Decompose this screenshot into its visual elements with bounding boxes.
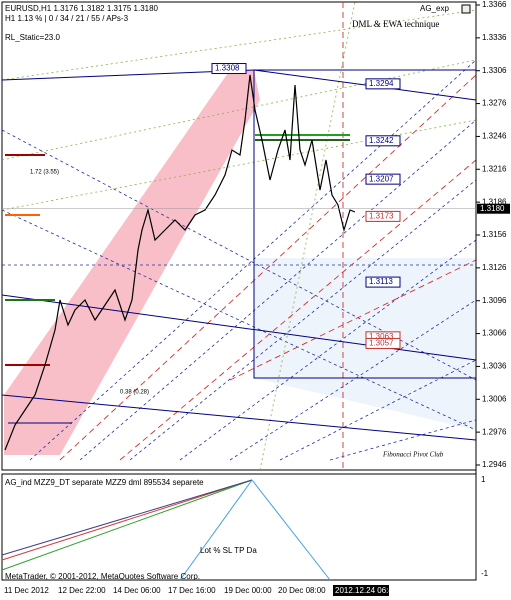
price-tick-label: 1.3276 bbox=[482, 99, 507, 108]
price-tick-label: 1.3306 bbox=[482, 66, 507, 75]
level-label: 1.3294 bbox=[369, 79, 394, 88]
price-tick-label: 1.2946 bbox=[482, 460, 507, 469]
sub-axis-top: 1 bbox=[481, 475, 486, 484]
level-label: 1.3173 bbox=[369, 211, 394, 220]
current-price-label: 1.3180 bbox=[480, 204, 505, 213]
club-label: Fibonacci Pivot Club bbox=[382, 451, 444, 459]
price-tick-label: 1.3036 bbox=[482, 362, 507, 371]
price-tick-label: 1.3186 bbox=[482, 197, 507, 206]
green-lines bbox=[1, 1, 477, 471]
price-tick-label: 1.3066 bbox=[482, 329, 507, 338]
sub-axis-bottom: -1 bbox=[481, 569, 489, 578]
time-tick-label: 2012.12.24 06:48 bbox=[335, 586, 398, 595]
level-box bbox=[365, 276, 401, 288]
level-label: 1.3057 bbox=[369, 339, 394, 348]
price-tick-label: 1.3246 bbox=[482, 132, 507, 141]
time-tick-label: 20 Dec 08:00 bbox=[278, 586, 326, 595]
level-label: 1.3063 bbox=[369, 332, 394, 341]
annotation: 1.72 (3.55) bbox=[30, 170, 59, 176]
channel bbox=[4, 70, 260, 455]
level-box bbox=[365, 173, 401, 185]
time-tick-label: 14 Dec 06:00 bbox=[113, 586, 161, 595]
info-line: H1 1.13 % | 0 / 34 / 21 / 55 / APs-3 bbox=[5, 14, 129, 23]
red-lines bbox=[59, 2, 477, 470]
annotation: 0.38 (0.28) bbox=[120, 390, 149, 396]
copyright: MetaTrader, © 2001-2012, MetaQuotes Soft… bbox=[5, 572, 200, 581]
zone bbox=[254, 258, 476, 430]
price-tick-label: 1.2976 bbox=[482, 427, 507, 436]
level-box bbox=[365, 210, 401, 222]
price-tick-label: 1.3156 bbox=[482, 230, 507, 239]
level-label: 1.3242 bbox=[369, 136, 394, 145]
panel-label: Lot % SL TP Da bbox=[200, 546, 257, 555]
static-label: RL_Static=23.0 bbox=[5, 33, 60, 42]
level-box bbox=[211, 63, 247, 75]
price-tick-label: 1.3216 bbox=[482, 164, 507, 173]
level-box bbox=[365, 337, 401, 349]
sub-lines bbox=[1, 479, 331, 581]
price-tick-label: 1.3336 bbox=[482, 33, 507, 42]
time-tick-label: 19 Dec 00:00 bbox=[224, 586, 272, 595]
current-price-box bbox=[477, 203, 510, 214]
price-tick-label: 1.3096 bbox=[482, 296, 507, 305]
price-tick-label: 1.3366 bbox=[482, 0, 507, 9]
level-label: 1.3308 bbox=[215, 64, 240, 73]
symbol-line: EURUSD,H1 1.3176 1.3182 1.3175 1.3180 bbox=[5, 4, 159, 13]
time-cursor-box bbox=[333, 585, 389, 596]
level-label: 1.3207 bbox=[369, 174, 394, 183]
price-tick-label: 1.3126 bbox=[482, 263, 507, 272]
level-box bbox=[365, 135, 401, 147]
time-tick-label: 12 Dec 22:00 bbox=[58, 586, 106, 595]
close-button[interactable] bbox=[461, 4, 471, 14]
sub-title: AG_ind MZZ9_DT separate MZZ9 dml 895534 … bbox=[5, 478, 204, 487]
level-box bbox=[365, 78, 401, 90]
time-tick-label: 11 Dec 2012 bbox=[4, 586, 49, 595]
price-path bbox=[4, 74, 356, 451]
technique-label: DML & EWA technique bbox=[352, 19, 439, 29]
level-label: 1.3113 bbox=[369, 277, 393, 286]
price-tick-label: 1.3006 bbox=[482, 394, 507, 403]
left-marks bbox=[5, 134, 350, 366]
indicator-label: AG_exp bbox=[420, 4, 449, 13]
time-tick-label: 17 Dec 16:00 bbox=[168, 586, 216, 595]
